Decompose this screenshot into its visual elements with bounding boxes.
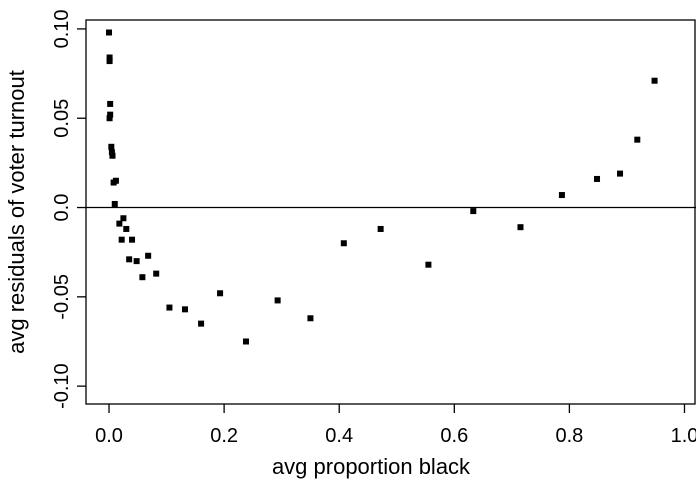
x-axis: 0.0 0.2 0.4 0.6 0.8 1.0 [95, 404, 696, 447]
y-tick-label: -0.10 [51, 363, 73, 409]
x-tick-label: 0.4 [325, 425, 353, 447]
data-point [106, 29, 113, 36]
data-point [166, 304, 173, 311]
y-tick-label: 0.0 [51, 194, 73, 222]
data-point [558, 192, 565, 199]
data-point [307, 315, 314, 322]
data-point [651, 77, 658, 84]
data-points [106, 29, 658, 345]
data-point [377, 225, 384, 232]
data-point [116, 220, 123, 227]
x-tick-label: 0.0 [95, 425, 123, 447]
data-point [594, 175, 601, 182]
data-point [217, 290, 224, 297]
data-point [109, 152, 116, 159]
data-point [123, 225, 130, 232]
data-point [129, 236, 136, 243]
y-tick-label: -0.05 [51, 274, 73, 320]
y-tick-label: 0.10 [51, 9, 73, 48]
data-point [340, 240, 347, 247]
data-point [181, 306, 188, 313]
data-point [126, 256, 133, 263]
data-point [470, 208, 477, 215]
data-point [145, 252, 152, 259]
x-axis-title: avg proportion black [272, 454, 471, 479]
data-point [139, 274, 146, 281]
data-point [107, 100, 114, 107]
data-point [274, 297, 281, 304]
y-tick-label: 0.05 [51, 99, 73, 138]
data-point [108, 149, 115, 156]
data-point [517, 224, 524, 231]
x-tick-label: 0.8 [555, 425, 583, 447]
data-point [133, 258, 140, 265]
data-point [425, 261, 432, 268]
y-axis-title: avg residuals of voter turnout [4, 70, 29, 354]
data-point [106, 115, 113, 122]
data-point [242, 338, 249, 345]
data-point [118, 236, 125, 243]
y-axis: -0.10 -0.05 0.0 0.05 0.10 [51, 9, 86, 409]
data-point [106, 58, 113, 65]
data-point [617, 170, 624, 177]
data-point [107, 111, 114, 118]
data-point [112, 177, 119, 184]
data-point [634, 136, 641, 143]
data-point [111, 200, 118, 207]
x-tick-label: 0.6 [440, 425, 468, 447]
plot-frame [85, 19, 696, 405]
data-point [120, 215, 127, 222]
data-point [106, 54, 113, 61]
data-point [153, 270, 160, 277]
x-tick-label: 0.2 [210, 425, 238, 447]
x-tick-label: 1.0 [671, 425, 696, 447]
data-point [198, 320, 205, 327]
data-point [108, 143, 115, 150]
